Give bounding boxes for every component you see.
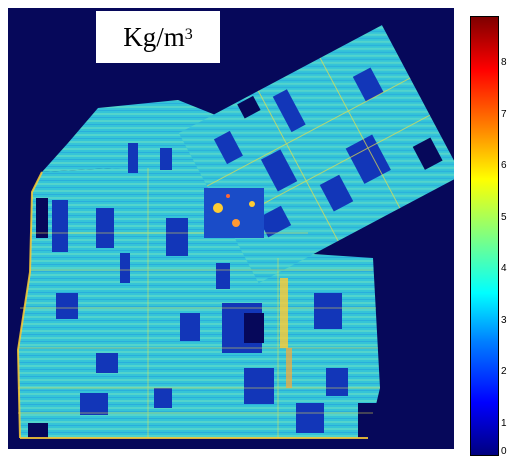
colorbar-tick-1: 1: [501, 417, 507, 429]
colorbar-tick-6: 6: [501, 160, 507, 171]
non-field-areas: [28, 198, 382, 443]
colorbar-tick-3: 3: [501, 314, 507, 326]
field-area-northwest: [42, 100, 236, 173]
colorbar-tick-2: 2: [501, 366, 507, 377]
colorbar-tick-7: 7: [501, 108, 507, 120]
unit-label-exponent: 3: [184, 26, 193, 43]
low-density-parcels: [52, 143, 348, 433]
colorbar-tick-8: 8: [501, 57, 507, 68]
density-map-panel: Kg/m 3: [8, 8, 454, 449]
colorbar-tick-0: 0: [501, 446, 507, 457]
parcel-boundaries: [18, 168, 380, 438]
unit-label: Kg/m 3: [96, 11, 220, 63]
field-edge-highlights: [16, 171, 368, 439]
colorbar: [470, 16, 499, 456]
unit-label-base: Kg/m: [123, 21, 185, 52]
colorbar-tick-5: 5: [501, 211, 507, 223]
colorbar-tick-4: 4: [501, 263, 507, 274]
density-map: [16, 25, 454, 443]
mixed-density-patch: [204, 188, 292, 388]
